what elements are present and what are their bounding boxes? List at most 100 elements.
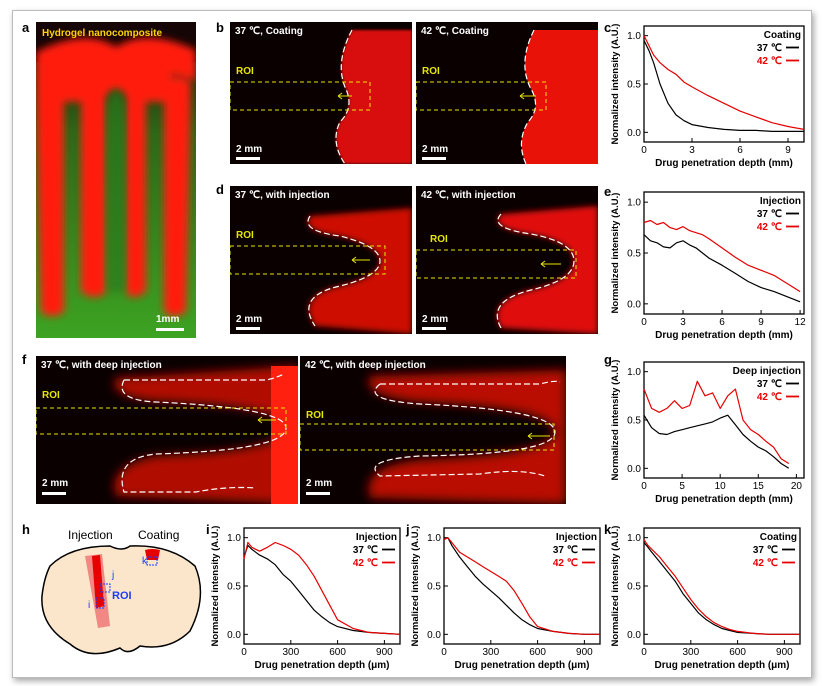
x-tick-label: 300 (482, 647, 499, 658)
x-tick-label: 6 (719, 317, 725, 328)
panel-label-b: b (216, 20, 224, 35)
chart-g: 0 5 10 15 20 0.0 0.5 1.0 Drug penetration depth … (610, 360, 805, 505)
scale-bar (422, 157, 446, 160)
x-axis-label: Drug penetration depth (mm) (655, 330, 793, 341)
panel-b-right-image: 42 ℃, Coating ROI 2 mm (416, 22, 598, 164)
chart-k: 0 300 600 900 0.0 0.5 1.0 Drug penetration dept… (610, 526, 801, 671)
y-tick-label: 1.0 (627, 367, 641, 378)
y-axis-label: Normalized intensity (A.U.) (210, 526, 221, 647)
roi-k-label: k (142, 556, 147, 567)
y-tick-label: 0.5 (227, 582, 241, 593)
scale-bar-label: 2 mm (236, 314, 263, 325)
panel-a-title: Hydrogel nanocomposite (42, 28, 163, 39)
x-tick-label: 900 (576, 647, 593, 658)
panel-label-e: e (604, 184, 612, 199)
scale-bar-label: 1mm (156, 314, 180, 325)
roi-label: ROI (42, 390, 60, 401)
x-tick-label: 10 (715, 481, 727, 492)
panel-label-i: i (206, 522, 210, 537)
legend-label: 42 ℃ (353, 558, 378, 569)
series-line (643, 539, 800, 635)
y-axis-label: Normalized intensity (A.U.) (410, 526, 421, 647)
x-tick-label: 0 (641, 145, 647, 156)
x-tick-label: 12 (795, 317, 807, 328)
y-axis-label: Normalized intensity (A.U.) (610, 24, 621, 145)
scale-bar (236, 157, 260, 160)
panel-label-g: g (604, 352, 612, 367)
series-line (443, 537, 600, 635)
legend-label: 37 ℃ (757, 209, 782, 220)
x-tick-label: 600 (329, 647, 346, 658)
roi-j-label: j (112, 570, 115, 581)
series-line (643, 542, 800, 635)
legend-label: 42 ℃ (757, 56, 782, 67)
x-axis-label: Drug penetration depth (μm) (455, 660, 590, 671)
roi-label: ROI (430, 234, 448, 245)
y-tick-label: 1.0 (427, 533, 441, 544)
chart-title: Injection (760, 196, 801, 207)
series-line (643, 414, 790, 469)
panel-d-left-title: 37 ℃, with injection (235, 190, 330, 201)
panel-f-right-image: 42 ℃, with deep injection ROI 2 mm (300, 356, 566, 504)
x-tick-label: 3 (689, 145, 695, 156)
legend-label: 37 ℃ (757, 43, 782, 54)
y-tick-label: 0.5 (627, 80, 641, 91)
scale-bar (422, 327, 446, 330)
y-tick-label: 1.0 (227, 533, 241, 544)
panel-f-right-title: 42 ℃, with deep injection (305, 360, 426, 371)
x-axis-label: Drug penetration depth (μm) (255, 660, 390, 671)
legend-label: 37 ℃ (757, 379, 782, 390)
series-line (643, 234, 801, 303)
legend-label: 37 ℃ (553, 545, 578, 556)
chart-j: 0 300 600 900 0.0 0.5 1.0 Drug penetration dept… (410, 526, 601, 671)
scale-bar-label: 2 mm (306, 478, 333, 489)
panel-f-left-title: 37 ℃, with deep injection (41, 360, 162, 371)
scale-bar (236, 327, 260, 330)
chart-title: Coating (760, 532, 797, 543)
y-tick-label: 0.0 (627, 630, 641, 641)
roi-label: ROI (236, 230, 254, 241)
hydrogel-image (36, 22, 196, 338)
legend-label: 42 ℃ (757, 392, 782, 403)
scale-bar (306, 492, 330, 495)
panel-f-left-image: 37 ℃, with deep injection ROI 2 mm (36, 356, 298, 504)
scale-bar-label: 2 mm (422, 144, 449, 155)
legend-label: 37 ℃ (353, 545, 378, 556)
panel-d-right-image: 42 ℃, with injection ROI 2 mm (416, 186, 598, 334)
y-tick-label: 0.0 (627, 299, 641, 310)
panel-label-f: f (22, 352, 27, 367)
y-tick-label: 0.0 (627, 128, 641, 139)
x-tick-label: 6 (737, 145, 743, 156)
x-tick-label: 300 (282, 647, 299, 658)
x-axis-label: Drug penetration depth (mm) (655, 494, 793, 505)
panel-b-left-image: 37 ℃, Coating ROI 2 mm (230, 22, 412, 164)
y-tick-label: 1.0 (627, 198, 641, 209)
chart-e: 0 3 6 9 12 0.0 0.5 1.0 Drug penetration depth (m… (610, 191, 807, 341)
scale-bar-label: 2 mm (42, 478, 69, 489)
x-tick-label: 5 (679, 481, 685, 492)
panel-b-right-title: 42 ℃, Coating (421, 26, 489, 37)
x-tick-label: 0 (241, 647, 247, 658)
chart-title: Deep injection (733, 366, 801, 377)
chart-i: 0 300 600 900 0.0 0.5 1.0 Drug penetration dept… (210, 526, 401, 671)
y-tick-label: 1.0 (627, 31, 641, 42)
x-tick-label: 0 (641, 647, 647, 658)
roi-i-label: i (88, 600, 91, 611)
scale-bar-label: 2 mm (236, 144, 263, 155)
panel-d-right-title: 42 ℃, with injection (421, 190, 516, 201)
y-tick-label: 0.5 (627, 416, 641, 427)
y-tick-label: 0.0 (227, 630, 241, 641)
brain-schematic: Injection Coating ROI j i k (30, 526, 210, 666)
legend-label: 42 ℃ (553, 558, 578, 569)
y-axis-label: Normalized intensity (A.U.) (610, 526, 621, 647)
panel-label-j: j (406, 522, 410, 537)
x-tick-label: 0 (441, 647, 447, 658)
y-tick-label: 0.5 (627, 249, 641, 260)
series-line (643, 35, 805, 130)
x-tick-label: 15 (753, 481, 765, 492)
y-axis-label: Normalized intensity (A.U.) (610, 360, 621, 481)
injection-label: Injection (68, 528, 113, 542)
x-tick-label: 20 (791, 481, 803, 492)
roi-label: ROI (236, 66, 254, 77)
x-tick-label: 900 (776, 647, 793, 658)
